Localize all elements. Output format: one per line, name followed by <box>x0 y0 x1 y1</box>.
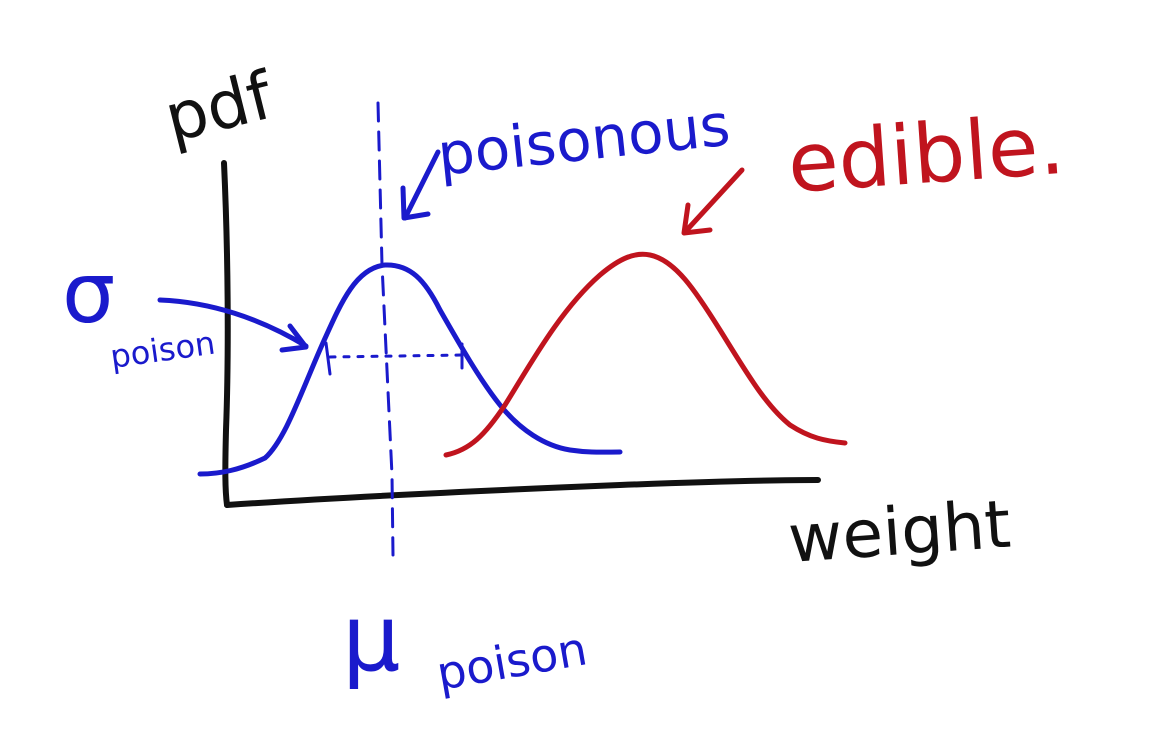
sigma-span-left-tick <box>324 341 332 376</box>
sigma-subscript-label: poison <box>108 324 218 376</box>
sigma-span-dotted-line <box>328 353 467 359</box>
poisonous-label: poisonous <box>434 91 733 189</box>
x-axis-label: weight <box>786 486 1013 578</box>
mu-subscript-label: poison <box>433 621 591 700</box>
axes <box>221 160 821 508</box>
edible-arrow-icon <box>681 167 745 236</box>
mu-poison-dashed-line <box>376 101 395 557</box>
edible-curve <box>443 251 848 458</box>
x-axis-line <box>224 477 821 508</box>
y-axis-label: pdf <box>157 56 281 157</box>
sigma-label: σ <box>62 244 115 342</box>
edible-label: edible. <box>785 98 1068 212</box>
poisonous-curve <box>197 262 623 477</box>
sigma-arrow-icon <box>157 297 309 353</box>
mu-label: μ <box>342 585 401 692</box>
poisonous-arrow-icon <box>400 149 441 221</box>
y-axis-line <box>221 160 231 508</box>
